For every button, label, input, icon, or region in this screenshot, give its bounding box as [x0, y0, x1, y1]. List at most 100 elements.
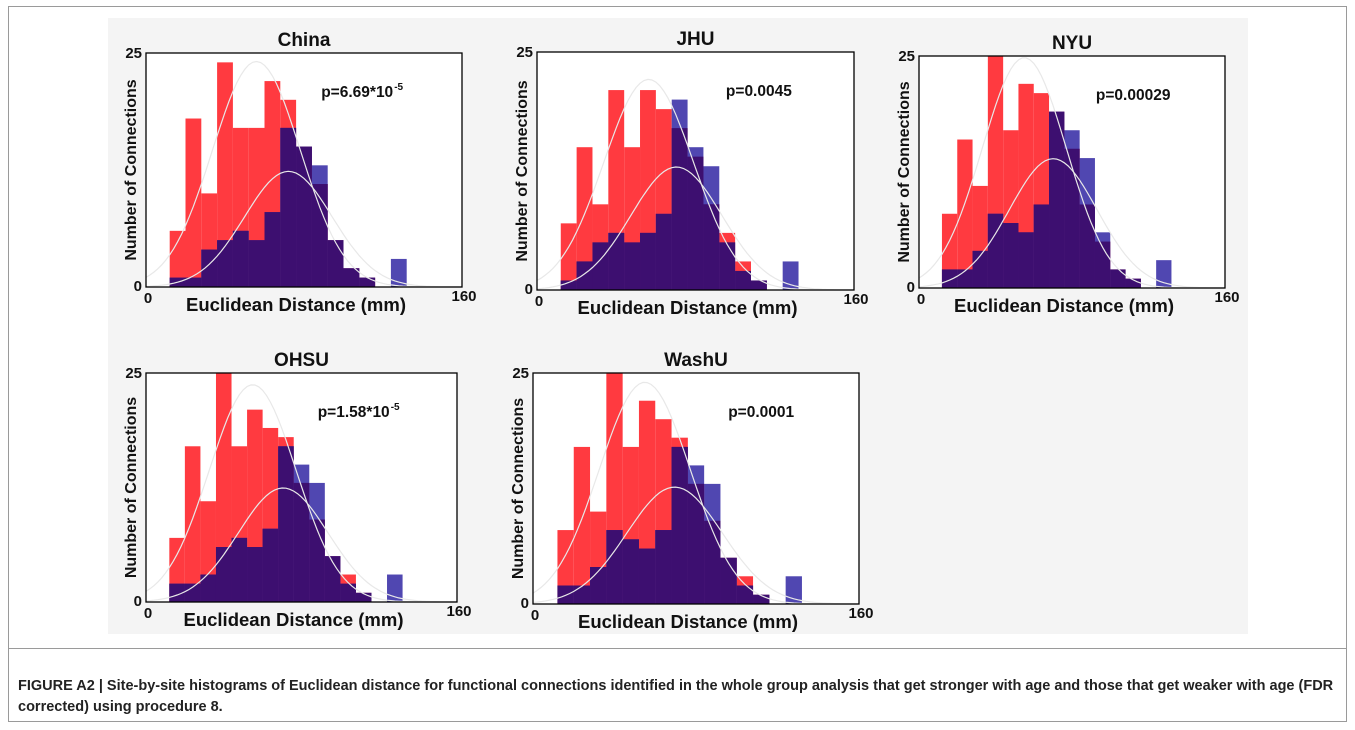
p-value-annotation: p=0.0045 — [726, 83, 792, 100]
bar-overlap — [687, 156, 704, 290]
bar-overlap — [590, 567, 607, 604]
panel-title: JHU — [676, 29, 714, 50]
x-tick-label: 0 — [144, 290, 152, 307]
bar-stronger — [576, 147, 593, 290]
panel-title: China — [278, 30, 331, 51]
fit-curve-weaker — [918, 158, 1225, 289]
y-tick-label: 25 — [898, 48, 915, 65]
p-value-annotation: p=1.58*10 — [318, 404, 390, 421]
bar-overlap — [200, 574, 216, 602]
x-tick-label: 0 — [531, 607, 539, 624]
y-tick-label: 25 — [125, 365, 142, 382]
bar-overlap — [340, 583, 356, 602]
bar-overlap — [248, 240, 265, 287]
x-tick-label: 160 — [451, 288, 476, 305]
bar-overlap — [750, 280, 767, 290]
bar-overlap — [1033, 204, 1050, 288]
y-tick-label: 0 — [525, 281, 533, 298]
bar-stronger — [169, 230, 186, 287]
x-tick-label: 0 — [535, 293, 543, 310]
bar-overlap — [185, 277, 202, 287]
plot-frame — [145, 372, 458, 603]
bar-overlap — [719, 242, 736, 290]
caption-text: Site-by-site histograms of Euclidean dis… — [18, 678, 1334, 715]
p-value-exponent: -5 — [391, 402, 400, 413]
bar-overlap — [343, 268, 360, 287]
figure-frame — [8, 6, 1347, 722]
bar-overlap — [735, 270, 751, 290]
bar-stronger — [573, 446, 591, 604]
bar-overlap — [169, 583, 185, 602]
bar-overlap — [941, 269, 958, 288]
figure-caption: FIGURE A2 | Site-by-site histograms of E… — [18, 676, 1338, 718]
bar-weaker — [390, 258, 407, 287]
bar-overlap — [671, 446, 688, 604]
fit-curve-weaker — [145, 170, 463, 288]
fit-curve-weaker — [532, 486, 859, 605]
bar-overlap — [957, 269, 973, 288]
bar-overlap — [573, 585, 591, 604]
x-tick-label: 160 — [1214, 289, 1239, 306]
p-value-annotation: p=0.0001 — [728, 404, 794, 421]
bar-overlap — [671, 128, 688, 290]
y-tick-label: 0 — [907, 279, 915, 296]
y-axis-label: Number of Connections — [123, 397, 140, 578]
bar-overlap — [264, 212, 281, 287]
bar-overlap — [704, 520, 721, 604]
bar-overlap — [1049, 111, 1065, 289]
bar-overlap — [278, 446, 294, 602]
y-tick-label: 25 — [125, 45, 142, 62]
panel-title: WashU — [664, 350, 728, 371]
bar-overlap — [262, 528, 279, 602]
bar-overlap — [687, 483, 705, 604]
bar-overlap — [736, 585, 754, 604]
bar-overlap — [720, 557, 737, 604]
bar-stronger — [185, 118, 202, 288]
bar-overlap — [592, 242, 609, 290]
fit-curve-stronger — [536, 78, 854, 291]
fit-curve-weaker — [536, 166, 854, 291]
bar-overlap — [608, 232, 625, 290]
bar-overlap — [309, 519, 325, 602]
y-tick-label: 25 — [512, 365, 529, 382]
bar-stronger — [957, 139, 973, 288]
bar-overlap — [293, 482, 310, 602]
bar-overlap — [576, 261, 593, 290]
bar-overlap — [640, 232, 656, 290]
x-tick-label: 160 — [843, 291, 868, 308]
x-axis-label: Euclidean Distance (mm) — [954, 295, 1174, 316]
bar-overlap — [606, 530, 623, 604]
bar-overlap — [355, 592, 372, 602]
histogram-panel-nyu: NYU p=0.00029 25 00 160 Euclidean Distance (m… — [896, 33, 1240, 316]
bar-overlap — [624, 242, 641, 290]
bar-overlap — [232, 230, 249, 287]
x-tick-label: 0 — [144, 605, 152, 622]
bar-overlap — [987, 213, 1004, 288]
bar-overlap — [655, 213, 672, 290]
y-tick-label: 0 — [521, 595, 529, 612]
caption-label: FIGURE A2 | — [18, 678, 103, 694]
bar-overlap — [184, 583, 201, 602]
bar-overlap — [201, 249, 218, 287]
x-axis-label: Euclidean Distance (mm) — [577, 297, 797, 318]
p-value-exponent: -5 — [394, 82, 403, 93]
plot-frame — [536, 51, 855, 291]
bar-stronger — [215, 373, 232, 602]
x-tick-label: 0 — [917, 291, 925, 308]
x-axis-label: Euclidean Distance (mm) — [183, 609, 403, 630]
bar-overlap — [296, 146, 312, 287]
bar-overlap — [359, 277, 376, 287]
plot-frame — [918, 55, 1226, 289]
bar-overlap — [560, 280, 577, 290]
plot-frame — [145, 52, 463, 288]
bar-overlap — [1125, 278, 1141, 288]
bar-overlap — [1003, 223, 1019, 288]
p-value-annotation: p=6.69*10 — [321, 84, 393, 101]
x-tick-label: 160 — [848, 605, 873, 622]
y-axis-label: Number of Connections — [896, 81, 913, 262]
fit-curve-weaker — [145, 487, 457, 603]
x-axis-label: Euclidean Distance (mm) — [186, 294, 406, 315]
bar-overlap — [1064, 148, 1080, 288]
x-axis-label: Euclidean Distance (mm) — [578, 611, 798, 632]
